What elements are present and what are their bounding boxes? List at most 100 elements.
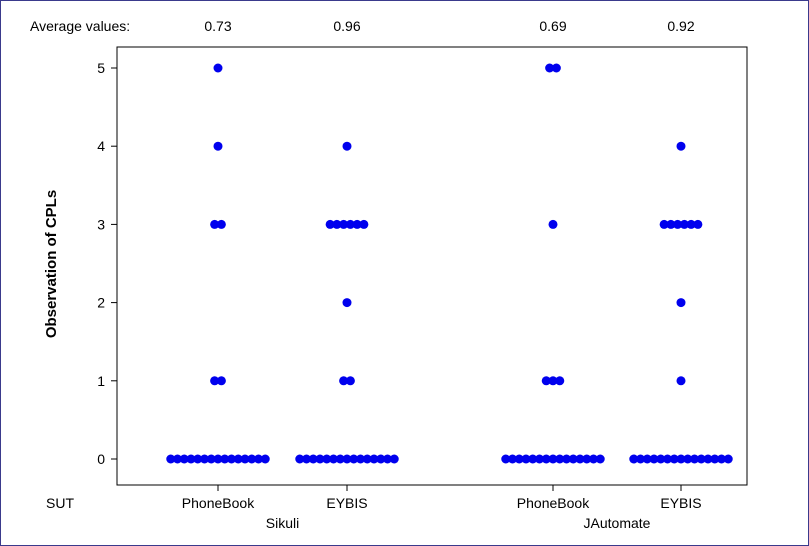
data-point xyxy=(376,454,386,464)
data-point xyxy=(535,454,544,464)
data-point xyxy=(369,454,379,464)
data-point xyxy=(690,454,699,464)
data-point xyxy=(325,219,335,229)
data-point xyxy=(508,454,517,464)
sut-tick-label: EYBIS xyxy=(660,495,701,511)
data-point xyxy=(649,454,659,464)
data-point xyxy=(548,219,558,229)
data-point xyxy=(541,376,551,386)
data-point xyxy=(213,63,223,73)
data-point xyxy=(342,141,352,151)
y-tick-label: 1 xyxy=(97,373,105,389)
data-point xyxy=(656,454,666,464)
data-point xyxy=(703,454,713,464)
data-point xyxy=(642,454,652,464)
average-value: 0.69 xyxy=(539,18,566,34)
data-point xyxy=(389,454,399,464)
data-point xyxy=(213,454,223,464)
data-point xyxy=(528,454,538,464)
x-axis-labels: PhoneBook 0.73 EYBIS 0.96 Sikuli PhoneBook 0.6… xyxy=(182,18,702,531)
data-point xyxy=(676,141,686,151)
data-point xyxy=(240,454,250,464)
y-tick-label: 5 xyxy=(97,60,105,76)
data-point xyxy=(186,454,196,464)
data-point xyxy=(193,454,203,464)
data-point xyxy=(696,454,706,464)
average-values-label: Average values: xyxy=(30,18,130,34)
data-point xyxy=(359,219,369,229)
data-point xyxy=(679,219,689,229)
data-point xyxy=(562,454,571,464)
data-point xyxy=(166,454,176,464)
data-point xyxy=(345,376,355,386)
y-tick-label: 2 xyxy=(97,295,105,311)
data-point xyxy=(673,219,683,229)
data-point xyxy=(260,454,270,464)
data-point xyxy=(247,454,257,464)
sut-tick-label: EYBIS xyxy=(326,495,367,511)
data-point xyxy=(676,376,686,386)
average-value: 0.92 xyxy=(667,18,694,34)
data-point xyxy=(717,454,726,464)
data-point xyxy=(362,454,372,464)
data-point xyxy=(575,454,585,464)
data-point xyxy=(295,454,305,464)
data-point xyxy=(686,219,696,229)
data-point xyxy=(669,454,679,464)
data-point xyxy=(329,454,338,464)
data-point xyxy=(213,141,223,151)
data-point xyxy=(514,454,524,464)
data-point xyxy=(322,454,332,464)
data-point xyxy=(676,454,686,464)
data-point xyxy=(332,219,342,229)
data-point xyxy=(210,376,220,386)
data-point xyxy=(383,454,392,464)
data-point xyxy=(545,63,555,73)
y-tick-label: 0 xyxy=(97,451,105,467)
data-point xyxy=(315,454,325,464)
data-point xyxy=(629,454,639,464)
data-point xyxy=(555,454,565,464)
data-point xyxy=(227,454,236,464)
data-point xyxy=(335,454,345,464)
data-point xyxy=(548,454,558,464)
plot-area xyxy=(116,46,748,486)
data-point xyxy=(173,454,182,464)
data-point xyxy=(210,219,220,229)
tool-label: Sikuli xyxy=(266,515,299,531)
data-point xyxy=(220,454,230,464)
y-axis-title: Observation of CPLs xyxy=(43,190,60,338)
data-point xyxy=(595,454,605,464)
data-point xyxy=(345,219,355,229)
data-point xyxy=(541,454,551,464)
data-point xyxy=(179,454,189,464)
data-point xyxy=(216,376,226,386)
data-point xyxy=(206,454,216,464)
data-points xyxy=(166,63,733,464)
average-value: 0.73 xyxy=(204,18,231,34)
tool-label: JAutomate xyxy=(584,515,651,531)
average-value: 0.96 xyxy=(333,18,360,34)
data-point xyxy=(521,454,531,464)
data-point xyxy=(551,63,561,73)
data-point xyxy=(339,219,349,229)
data-point xyxy=(636,454,645,464)
y-tick-label: 3 xyxy=(97,216,105,232)
data-point xyxy=(216,219,226,229)
data-point xyxy=(683,454,693,464)
data-point xyxy=(308,454,318,464)
data-point xyxy=(302,454,311,464)
sut-label: SUT xyxy=(46,495,74,511)
data-point xyxy=(352,219,362,229)
data-point xyxy=(659,219,669,229)
data-point xyxy=(582,454,592,464)
data-point xyxy=(555,376,565,386)
data-point xyxy=(693,219,703,229)
data-point xyxy=(339,376,349,386)
data-point xyxy=(676,298,686,308)
data-point xyxy=(548,376,558,386)
y-axis: 0 1 2 3 4 5 xyxy=(97,60,117,467)
sut-tick-label: PhoneBook xyxy=(517,495,590,511)
sut-tick-label: PhoneBook xyxy=(182,495,255,511)
